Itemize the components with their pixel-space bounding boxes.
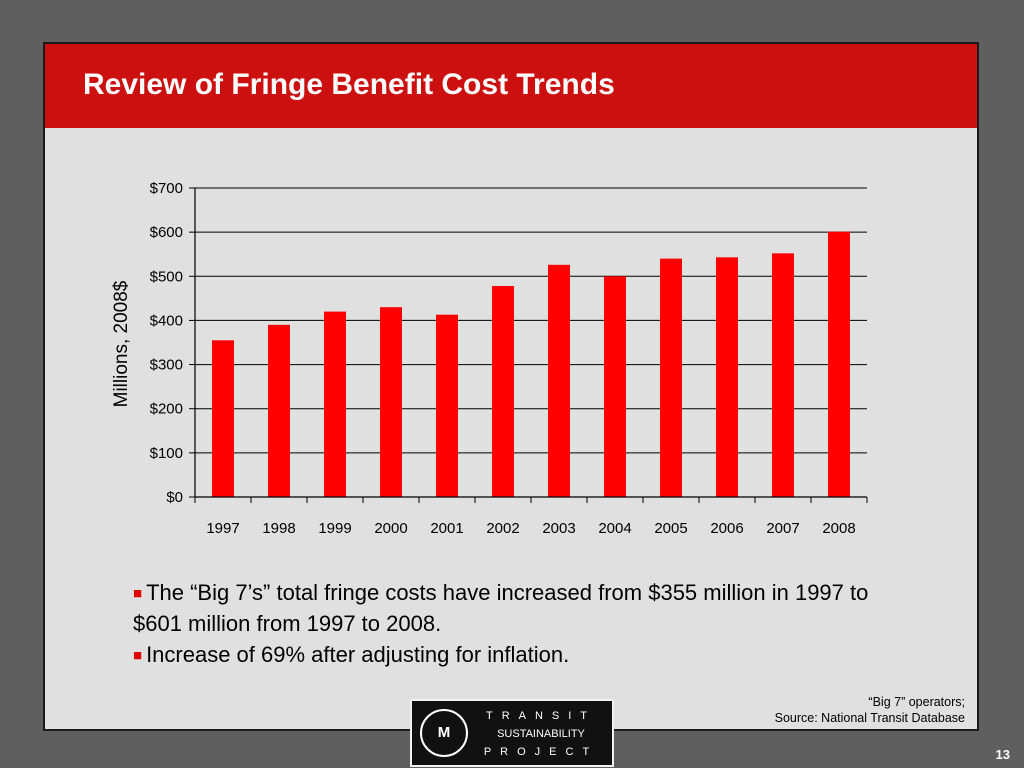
bar-2005 <box>660 258 682 497</box>
logo-line: SUSTAINABILITY <box>497 728 585 740</box>
bullet-item: ■ Increase of 69% after adjusting for inf… <box>133 640 893 671</box>
source-line: Source: National Transit Database <box>774 711 965 726</box>
y-tick-label: $0 <box>166 489 183 506</box>
slide-title: Review of Fringe Benefit Cost Trends <box>83 68 615 101</box>
transit-sustainability-project-logo: M TRANSIT SUSTAINABILITY PROJECT <box>410 699 614 767</box>
bar-1999 <box>324 311 346 497</box>
bar-2007 <box>772 253 794 497</box>
bars <box>212 231 850 498</box>
x-tick-label: 2001 <box>430 520 463 537</box>
bar-2003 <box>548 264 570 497</box>
bullet-list: ■ The “Big 7’s” total fringe costs have i… <box>133 578 893 670</box>
bullet-text: Increase of 69% after adjusting for infl… <box>146 641 570 667</box>
y-tick-label: $200 <box>150 401 183 418</box>
source-line: “Big 7” operators; <box>868 695 965 709</box>
x-tick-label: 2005 <box>654 520 687 537</box>
x-tick-label: 1999 <box>318 520 351 537</box>
bullet-square-icon: ■ <box>133 585 143 602</box>
x-tick-label: 2000 <box>374 520 407 537</box>
bar-1997 <box>212 340 234 497</box>
x-tick-label: 2006 <box>710 520 743 537</box>
bar-2001 <box>436 314 458 497</box>
x-tick-label: 2003 <box>542 520 575 537</box>
y-tick-labels: $0 $100 $200 $300 $400 $500 $600 $700 <box>150 180 195 506</box>
logo-text: TRANSIT SUSTAINABILITY PROJECT <box>476 707 606 761</box>
source-note: “Big 7” operators; Source: National Tran… <box>775 694 965 727</box>
y-tick-label: $300 <box>150 357 183 374</box>
x-tick-label: 2004 <box>598 520 631 537</box>
y-tick-label: $100 <box>150 445 183 462</box>
x-tick-label: 2008 <box>822 520 855 537</box>
x-tick-labels: 1997 1998 1999 2000 2001 2002 2003 2004 2005 2006… <box>194 497 868 537</box>
logo-line: TRANSIT <box>485 710 597 722</box>
slide-number: 13 <box>995 747 1010 762</box>
bar-2000 <box>380 307 402 497</box>
x-tick-label: 2002 <box>486 520 519 537</box>
bar-2006 <box>716 257 738 497</box>
title-bar: Review of Fringe Benefit Cost Trends <box>45 44 977 128</box>
y-tick-label: $700 <box>150 180 183 197</box>
gridlines <box>195 187 867 454</box>
y-axis-label: Millions, 2008$ <box>111 280 132 407</box>
bullet-item: ■ The “Big 7’s” total fringe costs have i… <box>133 578 893 640</box>
bar-2004 <box>604 276 626 497</box>
bar-chart: $0$100$200$300$400$500$600$700 1997 1998 1… <box>111 180 868 537</box>
logo-line: PROJECT <box>483 746 599 758</box>
logo-mark-icon: M <box>420 709 468 757</box>
y-tick-label: $500 <box>150 268 183 285</box>
x-tick-label: 2007 <box>766 520 799 537</box>
y-tick-label: $400 <box>150 312 183 329</box>
x-tick-label: 1998 <box>262 520 295 537</box>
bullet-text: The “Big 7’s” total fringe costs have in… <box>133 580 869 636</box>
bar-1998 <box>268 324 290 497</box>
slide: Review of Fringe Benefit Cost Trends $0 $… <box>43 42 979 731</box>
bar-2002 <box>492 285 514 497</box>
bullet-square-icon: ■ <box>133 646 143 664</box>
x-tick-label: 1997 <box>206 520 239 537</box>
bar-2008 <box>828 231 850 498</box>
y-tick-label: $600 <box>150 224 183 241</box>
